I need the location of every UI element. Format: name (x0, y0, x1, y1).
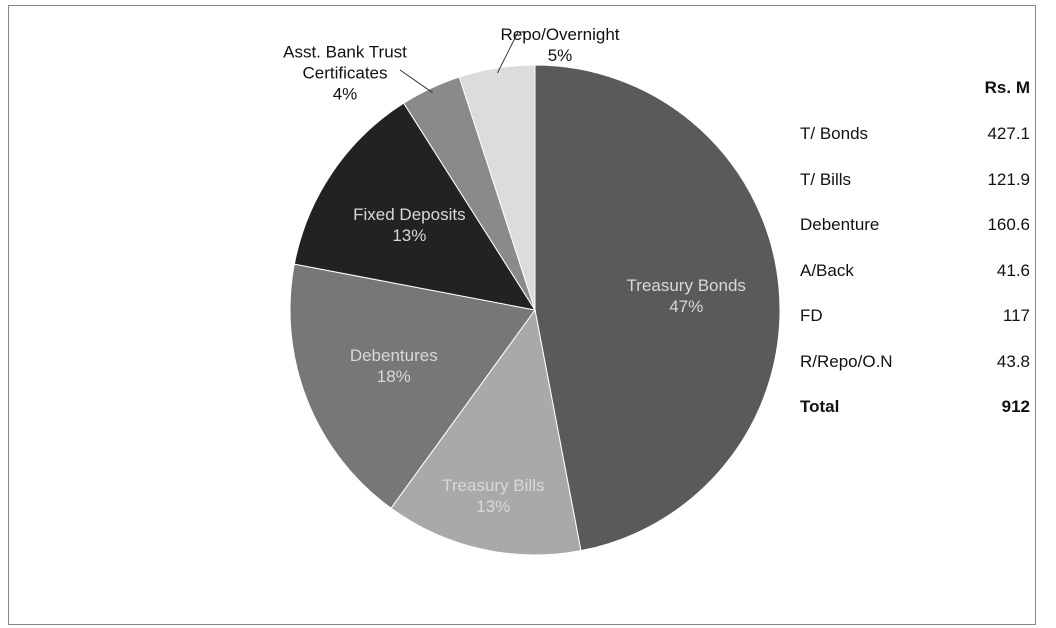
frame (8, 5, 1036, 625)
slice-name: Debentures (349, 345, 438, 365)
pie-slice (289, 263, 536, 509)
slice-label: Repo/Overnight 5% (500, 24, 619, 66)
slice-percent: 18% (376, 366, 411, 386)
slice-percent: 13% (476, 497, 511, 517)
row-label: T/ Bonds (800, 124, 869, 143)
row-label: T/ Bills (800, 169, 851, 189)
slice-name: Treasury Bonds (626, 275, 746, 295)
row-label: R/Repo/O.N (800, 351, 893, 371)
slice-percent: 13% (392, 225, 427, 245)
leader-line (399, 69, 434, 94)
row-label: Debenture (800, 215, 880, 234)
row-value: 160.6 (987, 215, 1030, 234)
slice-label: Debentures 18% (350, 345, 438, 387)
pie-slice (534, 64, 781, 552)
slice-label: Treasury Bonds 47% (627, 275, 746, 317)
row-value: 427.1 (987, 124, 1030, 143)
row-label: A/Back (800, 260, 854, 280)
pie-slice (390, 308, 582, 556)
slice-percent: 4% (332, 84, 358, 104)
leader-line (497, 31, 526, 74)
row-value: 43.8 (996, 351, 1030, 371)
slice-percent: 47% (669, 296, 704, 316)
slice-label: Treasury Bills 13% (442, 475, 544, 517)
row-value: 117 (1002, 306, 1030, 325)
total-value: 912 (1001, 397, 1030, 416)
row-value: 121.9 (987, 169, 1030, 189)
slice-name: Asst. Bank Trust Certificates (283, 42, 407, 83)
total-label: Total (800, 397, 840, 416)
slice-label: Asst. Bank Trust Certificates 4% (260, 42, 430, 105)
slice-name: Fixed Deposits (353, 204, 466, 224)
pie-slice (293, 102, 537, 311)
table-header: Rs. M (984, 78, 1030, 97)
slice-percent: 5% (547, 46, 573, 65)
row-label: FD (800, 306, 823, 325)
pie-slice (458, 64, 536, 311)
slice-name: Repo/Overnight (500, 25, 620, 44)
slice-label: Fixed Deposits 13% (353, 204, 465, 246)
row-value: 41.6 (996, 260, 1030, 280)
slice-name: Treasury Bills (442, 476, 545, 496)
